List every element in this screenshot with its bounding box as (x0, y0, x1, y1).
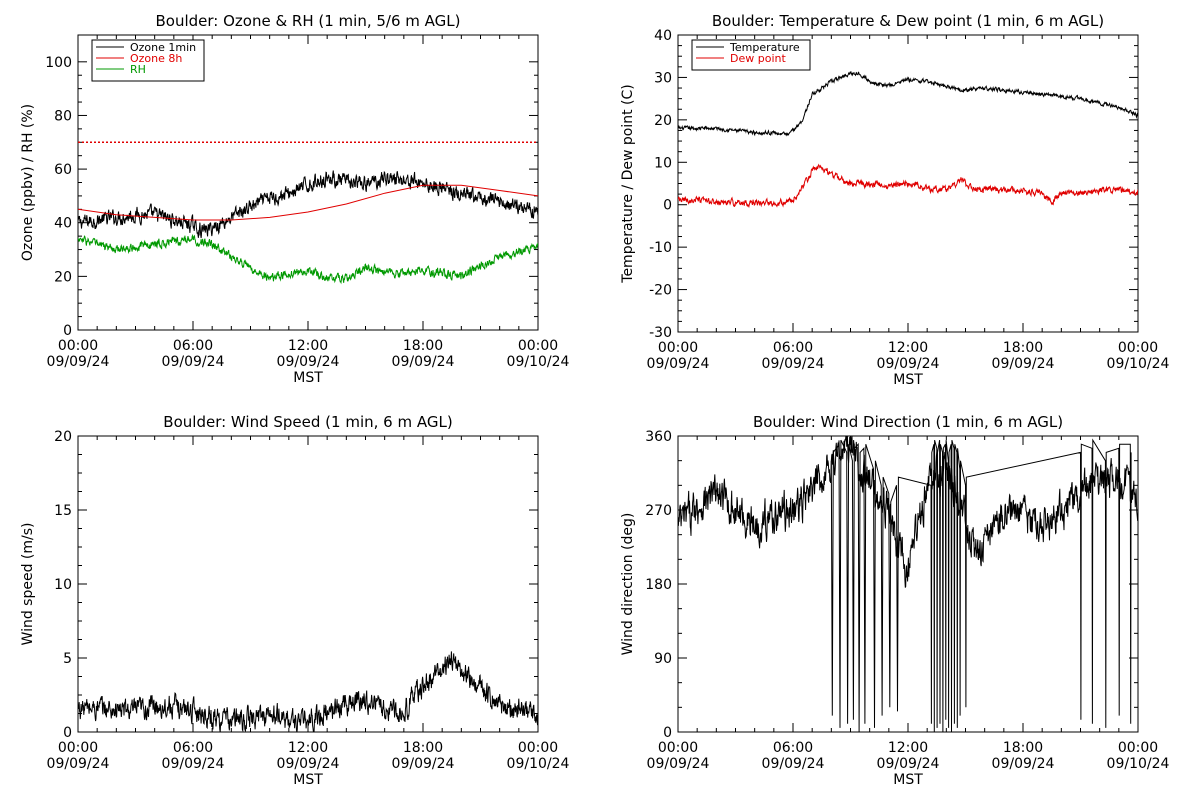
plot-frame (77, 435, 539, 733)
y-tick-label: 360 (645, 429, 672, 445)
y-tick-label: 20 (54, 429, 72, 445)
x-tick-time-label: 00:00 (1118, 340, 1158, 356)
y-tick-label: 0 (63, 725, 72, 741)
x-tick-date-label: 09/09/24 (47, 756, 110, 772)
x-tick-date-label: 09/09/24 (992, 356, 1055, 372)
series-line-series-1 (678, 436, 1138, 588)
x-tick-time-label: 12:00 (888, 740, 928, 756)
y-tick-label: 270 (645, 503, 672, 519)
x-tick-date-label: 09/09/24 (762, 356, 825, 372)
x-axis-label: MST (293, 370, 323, 386)
x-tick-time-label: 18:00 (1003, 340, 1043, 356)
series-line-dew-point (678, 163, 1138, 209)
x-tick-time-label: 00:00 (518, 338, 558, 354)
x-tick-date-label: 09/09/24 (277, 756, 340, 772)
legend-box (691, 39, 811, 71)
x-tick-date-label: 09/09/24 (647, 356, 710, 372)
y-axis-label: Wind direction (deg) (620, 513, 636, 656)
series-line-rh (78, 233, 538, 285)
x-tick-date-label: 09/09/24 (647, 756, 710, 772)
x-axis-label: MST (293, 772, 323, 788)
x-tick-time-label: 18:00 (403, 338, 443, 354)
x-tick-date-label: 09/09/24 (877, 756, 940, 772)
x-tick-time-label: 00:00 (1118, 740, 1158, 756)
y-tick-label: 10 (54, 577, 72, 593)
chart-title: Boulder: Temperature & Dew point (1 min,… (712, 12, 1104, 30)
x-tick-time-label: 12:00 (288, 338, 328, 354)
x-tick-time-label: 00:00 (658, 740, 698, 756)
x-tick-date-label: 09/09/24 (392, 354, 455, 370)
x-tick-time-label: 00:00 (58, 740, 98, 756)
chart-panel-1: Boulder: Ozone & RH (1 min, 5/6 m AGL) 0 2… (20, 12, 570, 386)
y-tick-label: 0 (663, 725, 672, 741)
y-tick-label: 40 (54, 216, 72, 232)
x-axis-label: MST (893, 772, 923, 788)
x-tick-date-label: 09/10/24 (507, 354, 570, 370)
x-tick-time-label: 12:00 (888, 340, 928, 356)
x-axis-label: MST (893, 372, 923, 388)
x-tick-time-label: 06:00 (773, 740, 813, 756)
x-tick-time-label: 00:00 (658, 340, 698, 356)
x-tick-date-label: 09/10/24 (1107, 756, 1170, 772)
y-tick-label: 0 (63, 323, 72, 339)
y-tick-label: 15 (54, 503, 72, 519)
x-tick-time-label: 00:00 (518, 740, 558, 756)
x-tick-time-label: 18:00 (403, 740, 443, 756)
y-tick-label: 90 (654, 651, 672, 667)
x-tick-date-label: 09/09/24 (877, 356, 940, 372)
x-tick-date-label: 09/09/24 (392, 756, 455, 772)
x-tick-time-label: 18:00 (1003, 740, 1043, 756)
x-tick-time-label: 06:00 (773, 340, 813, 356)
x-tick-date-label: 09/09/24 (162, 354, 225, 370)
y-tick-label: 40 (654, 28, 672, 44)
y-tick-label: 0 (663, 198, 672, 214)
y-tick-label: -20 (649, 283, 672, 299)
chart-title: Boulder: Wind Speed (1 min, 6 m AGL) (163, 413, 452, 431)
chart-panel-2: Boulder: Temperature & Dew point (1 min,… (620, 12, 1170, 388)
series-line-ozone-8h (78, 184, 538, 221)
y-tick-label: 180 (645, 577, 672, 593)
x-tick-time-label: 00:00 (58, 338, 98, 354)
chart-title: Boulder: Ozone & RH (1 min, 5/6 m AGL) (155, 12, 460, 30)
y-tick-label: -10 (649, 240, 672, 256)
x-tick-time-label: 12:00 (288, 740, 328, 756)
y-axis-label: Ozone (ppbv) / RH (%) (20, 104, 36, 261)
legend-entry: Temperature (729, 41, 800, 54)
y-tick-label: 100 (45, 55, 72, 71)
x-tick-time-label: 06:00 (173, 338, 213, 354)
x-tick-date-label: 09/09/24 (992, 756, 1055, 772)
x-tick-date-label: 09/09/24 (762, 756, 825, 772)
legend-entry: Ozone 1min (130, 41, 196, 54)
y-tick-label: 20 (654, 113, 672, 129)
y-tick-label: 80 (54, 108, 72, 124)
series-line-ozone-1min (78, 170, 538, 239)
plot-frame (677, 435, 1139, 733)
chart-title: Boulder: Wind Direction (1 min, 6 m AGL) (753, 413, 1063, 431)
y-tick-label: 10 (654, 155, 672, 171)
x-tick-date-label: 09/09/24 (47, 354, 110, 370)
chart-panel-4: Boulder: Wind Direction (1 min, 6 m AGL)… (620, 413, 1170, 788)
y-axis-label: Temperature / Dew point (C) (620, 84, 636, 283)
x-tick-time-label: 06:00 (173, 740, 213, 756)
y-tick-label: 30 (654, 70, 672, 86)
y-axis-label: Wind speed (m/s) (20, 523, 36, 646)
y-tick-label: 5 (63, 651, 72, 667)
x-tick-date-label: 09/10/24 (507, 756, 570, 772)
chart-panel-3: Boulder: Wind Speed (1 min, 6 m AGL) 0 5 10… (20, 413, 570, 788)
x-tick-date-label: 09/10/24 (1107, 356, 1170, 372)
y-tick-label: -30 (649, 325, 672, 341)
legend-entry: RH (130, 63, 146, 76)
x-tick-date-label: 09/09/24 (277, 354, 340, 370)
legend-entry: Dew point (730, 52, 786, 65)
legend-entry: Ozone 8h (130, 52, 182, 65)
series-line-temperature (678, 70, 1138, 137)
x-tick-date-label: 09/09/24 (162, 756, 225, 772)
series-line-series-2 (830, 438, 1132, 732)
y-tick-label: 60 (54, 162, 72, 178)
series-line-series-1 (78, 651, 538, 732)
y-tick-label: 20 (54, 269, 72, 285)
